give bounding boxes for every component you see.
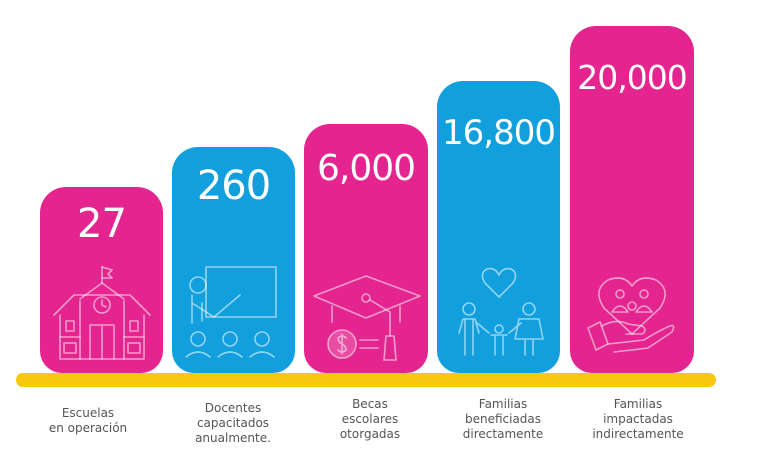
- category-label-docentes: Docentes capacitados anualmente.: [163, 401, 303, 446]
- category-label-familias-beneficiadas: Familias beneficiadas directamente: [433, 397, 573, 442]
- label-line: impactadas: [603, 412, 673, 426]
- label-line: Docentes: [204, 401, 262, 415]
- label-line: Familias: [478, 397, 528, 411]
- label-line: otorgadas: [339, 427, 401, 441]
- category-label-escuelas: Escuelas en operación: [18, 406, 158, 436]
- bar-value: 260: [196, 163, 271, 209]
- graduation-cap-coin-icon: [308, 272, 424, 364]
- school-building-icon: [50, 259, 154, 367]
- bar-familias-impactadas: 20,000: [570, 26, 694, 373]
- bar-escuelas: 27: [40, 187, 163, 373]
- bar-value: 6,000: [316, 148, 416, 189]
- label-line: capacitados: [196, 416, 270, 430]
- label-line: en operación: [48, 421, 128, 435]
- bar-value: 20,000: [577, 58, 687, 97]
- chart-baseline: [16, 373, 716, 387]
- category-label-familias-impactadas: Familias impactadas indirectamente: [568, 397, 708, 442]
- bar-value: 27: [77, 201, 127, 247]
- family-heart-icon: [449, 267, 549, 359]
- label-line: escolares: [341, 412, 399, 426]
- teacher-classroom-icon: [184, 259, 284, 363]
- label-line: anualmente.: [195, 431, 271, 445]
- label-line: Familias: [613, 397, 663, 411]
- category-label-becas: Becas escolares otorgadas: [300, 397, 440, 442]
- bar-value: 16,800: [442, 113, 556, 153]
- bar-becas: 6,000: [304, 124, 428, 373]
- bar-familias-beneficiadas: 16,800: [437, 81, 560, 373]
- hand-heart-people-icon: [584, 272, 680, 358]
- label-line: indirectamente: [592, 427, 684, 441]
- label-line: Becas: [352, 397, 388, 411]
- label-line: beneficiadas: [464, 412, 542, 426]
- label-line: Escuelas: [61, 406, 115, 420]
- label-line: directamente: [462, 427, 544, 441]
- bar-docentes: 260: [172, 147, 295, 373]
